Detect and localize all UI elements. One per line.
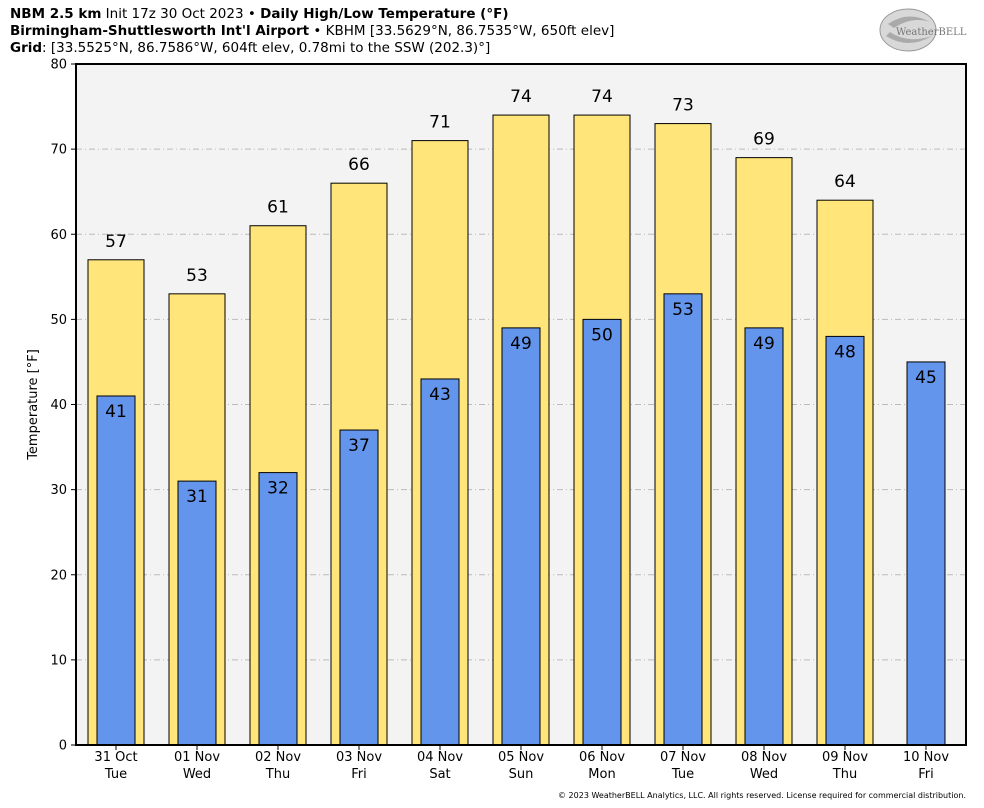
low-temp-bar — [501, 327, 541, 746]
model-name: NBM 2.5 km — [10, 6, 102, 22]
product-name: Daily High/Low Temperature (°F) — [260, 6, 509, 22]
low-temp-bar — [177, 480, 217, 746]
low-temp-bar — [906, 361, 946, 746]
low-temp-bar — [339, 429, 379, 746]
high-temp-label: 69 — [753, 130, 775, 150]
x-tick-day: Fri — [351, 767, 367, 782]
x-tick-date: 08 Nov — [741, 750, 787, 765]
low-temp-bar — [420, 378, 460, 746]
y-tick-label: 70 — [50, 143, 67, 158]
logo-text: WeatherBELL — [896, 27, 967, 38]
chart-title-line-2: Birmingham-Shuttlesworth Int'l Airport •… — [10, 23, 614, 40]
y-tick-label: 10 — [50, 653, 67, 668]
y-tick-label: 60 — [50, 228, 67, 243]
x-tick-date: 09 Nov — [822, 750, 868, 765]
high-temp-label: 74 — [510, 87, 532, 107]
grid-coords: : [33.5525°N, 86.7586°W, 604ft elev, 0.7… — [42, 40, 491, 56]
high-temp-label: 66 — [348, 155, 370, 175]
low-temp-label: 41 — [105, 402, 127, 422]
x-tick-day: Thu — [832, 767, 857, 782]
x-tick-date: 01 Nov — [174, 750, 220, 765]
weatherbell-logo: WeatherBELL — [879, 8, 967, 52]
y-tick-label: 80 — [50, 58, 67, 73]
x-tick-date: 31 Oct — [94, 750, 137, 765]
high-temp-label: 73 — [672, 96, 694, 116]
x-tick-date: 07 Nov — [660, 750, 706, 765]
low-temp-label: 49 — [510, 334, 532, 354]
low-temp-bar — [582, 318, 622, 746]
x-tick-date: 06 Nov — [579, 750, 625, 765]
x-tick-day: Thu — [265, 767, 290, 782]
low-temp-label: 32 — [267, 479, 289, 499]
low-temp-label: 31 — [186, 487, 208, 507]
x-tick-date: 10 Nov — [903, 750, 949, 765]
low-temp-label: 50 — [591, 325, 613, 345]
y-tick-label: 50 — [50, 313, 67, 328]
low-temp-label: 43 — [429, 385, 451, 405]
x-tick-day: Wed — [183, 767, 211, 782]
low-temp-label: 48 — [834, 342, 856, 362]
x-axis: 31 Oct Tue 01 Nov Wed 02 Nov Thu 03 Nov Fri 04 N… — [94, 745, 949, 782]
x-tick-day: Tue — [671, 767, 694, 782]
y-axis-label: Temperature [°F] — [26, 349, 41, 461]
high-temp-label: 53 — [186, 266, 208, 286]
low-temp-label: 49 — [753, 334, 775, 354]
low-temp-label: 45 — [915, 368, 937, 388]
grid-label: Grid — [10, 40, 43, 56]
low-temp-label: 53 — [672, 300, 694, 320]
high-temp-label: 61 — [267, 198, 289, 218]
x-tick-day: Sat — [429, 767, 450, 782]
copyright-notice: © 2023 WeatherBELL Analytics, LLC. All r… — [558, 791, 966, 800]
x-tick-date: 02 Nov — [255, 750, 301, 765]
high-temp-label: 57 — [105, 232, 127, 252]
x-tick-date: 04 Nov — [417, 750, 463, 765]
low-temp-bar — [825, 335, 865, 746]
chart-title-line-1: NBM 2.5 km Init 17z 30 Oct 2023 • Daily … — [10, 6, 509, 23]
station-coords: • KBHM [33.5629°N, 86.7535°W, 650ft elev… — [309, 23, 615, 39]
y-tick-label: 0 — [59, 739, 67, 754]
x-tick-date: 03 Nov — [336, 750, 382, 765]
y-axis: 0 10 20 30 40 50 60 70 80 — [50, 58, 76, 754]
high-temp-label: 71 — [429, 113, 451, 133]
chart-title-line-3: Grid: [33.5525°N, 86.7586°W, 604ft elev,… — [10, 40, 490, 57]
high-temp-label: 64 — [834, 172, 856, 192]
high-temp-label: 74 — [591, 87, 613, 107]
x-tick-day: Wed — [750, 767, 778, 782]
x-tick-date: 05 Nov — [498, 750, 544, 765]
x-tick-day: Sun — [509, 767, 534, 782]
low-temp-label: 37 — [348, 436, 370, 456]
x-tick-day: Tue — [104, 767, 127, 782]
y-tick-label: 40 — [50, 398, 67, 413]
low-temp-bar — [258, 472, 298, 746]
init-time: Init 17z 30 Oct 2023 • — [101, 6, 261, 22]
y-tick-label: 20 — [50, 568, 67, 583]
x-tick-day: Fri — [918, 767, 934, 782]
y-tick-label: 30 — [50, 483, 67, 498]
low-temp-bar — [663, 293, 703, 746]
bars: 57 41 53 31 61 32 66 37 71 43 74 49 74 50 73 53 69 49 64 48… — [87, 87, 946, 746]
low-temp-bar — [744, 327, 784, 746]
x-tick-day: Mon — [588, 767, 615, 782]
low-temp-bar — [96, 395, 136, 746]
station-name: Birmingham-Shuttlesworth Int'l Airport — [10, 23, 310, 39]
